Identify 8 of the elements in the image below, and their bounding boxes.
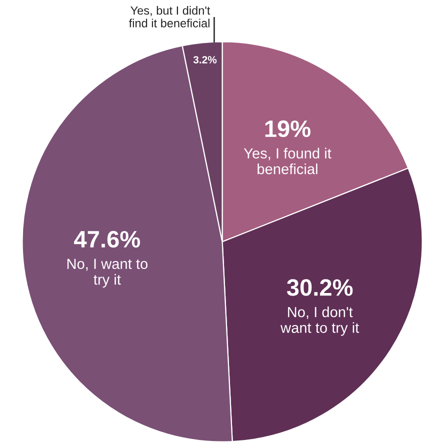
slice-label: Yes, I found it beneficial xyxy=(244,148,332,174)
data-label: 19% xyxy=(265,120,310,138)
slice-label: No, I don't want to try it xyxy=(280,306,360,336)
slice-label: Yes, but I didn't find it beneficial xyxy=(129,6,210,28)
data-label: 30.2% xyxy=(286,279,353,296)
data-label: 47.6% xyxy=(74,230,140,248)
slice-label: No, I want to try it xyxy=(67,258,148,288)
data-label: 3.2% xyxy=(193,56,217,64)
